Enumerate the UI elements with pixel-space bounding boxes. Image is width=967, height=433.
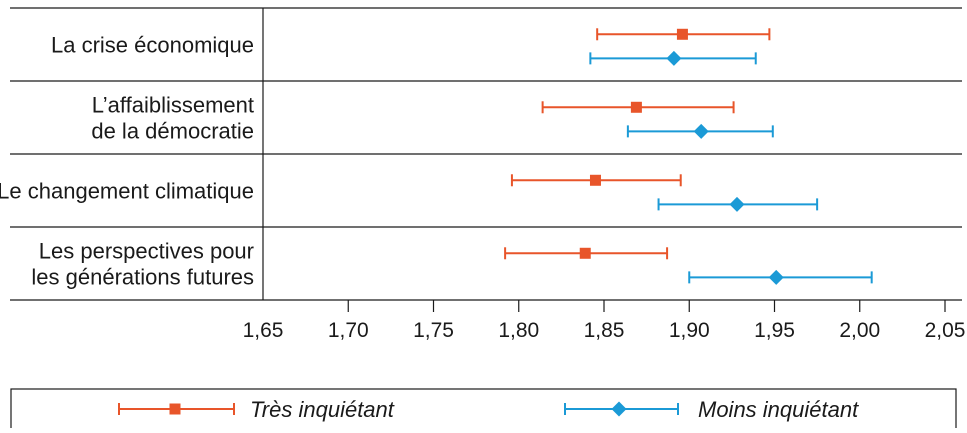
x-tick-label: 1,90 <box>669 319 710 342</box>
marker-diamond <box>693 123 709 139</box>
category-label: de la démocratie <box>91 119 254 144</box>
x-tick-label: 1,70 <box>328 319 369 342</box>
x-tick-label: 1,95 <box>754 319 795 342</box>
legend-box <box>10 388 957 433</box>
series-tres-inquietant <box>504 28 771 260</box>
data-marks <box>504 28 873 285</box>
marker-square <box>676 28 688 40</box>
legend-item: Moins inquiétant <box>564 397 859 422</box>
x-axis: 1,65 1,70 1,75 1,80 1,85 1,90 1,95 2,00 2,05 <box>243 300 966 342</box>
series-moins-inquietant <box>589 50 873 285</box>
category-label: La crise économique <box>51 33 254 58</box>
marker-square <box>630 101 642 113</box>
legend-item: Très inquiétant <box>118 397 395 422</box>
marker-square <box>579 247 591 259</box>
legend: Très inquiétant Moins inquiétant <box>10 388 957 433</box>
x-tick-label: 2,00 <box>839 319 880 342</box>
marker-square <box>169 403 181 415</box>
x-tick-label: 1,75 <box>413 319 454 342</box>
marker-square <box>589 174 601 186</box>
marker-diamond <box>666 50 682 66</box>
category-label: Les perspectives pour <box>39 239 254 264</box>
category-label: les générations futures <box>31 265 254 290</box>
x-tick-label: 2,05 <box>925 319 966 342</box>
category-label: Le changement climatique <box>0 179 254 204</box>
category-label: L’affaiblissement <box>92 93 254 118</box>
x-tick-label: 1,65 <box>243 319 284 342</box>
x-tick-label: 1,85 <box>584 319 625 342</box>
marker-diamond <box>768 269 784 285</box>
legend-label: Moins inquiétant <box>698 397 859 422</box>
marker-diamond <box>729 196 745 212</box>
marker-diamond <box>611 401 627 417</box>
plot-frame <box>10 7 962 301</box>
legend-label: Très inquiétant <box>250 397 395 422</box>
x-tick-label: 1,80 <box>498 319 539 342</box>
